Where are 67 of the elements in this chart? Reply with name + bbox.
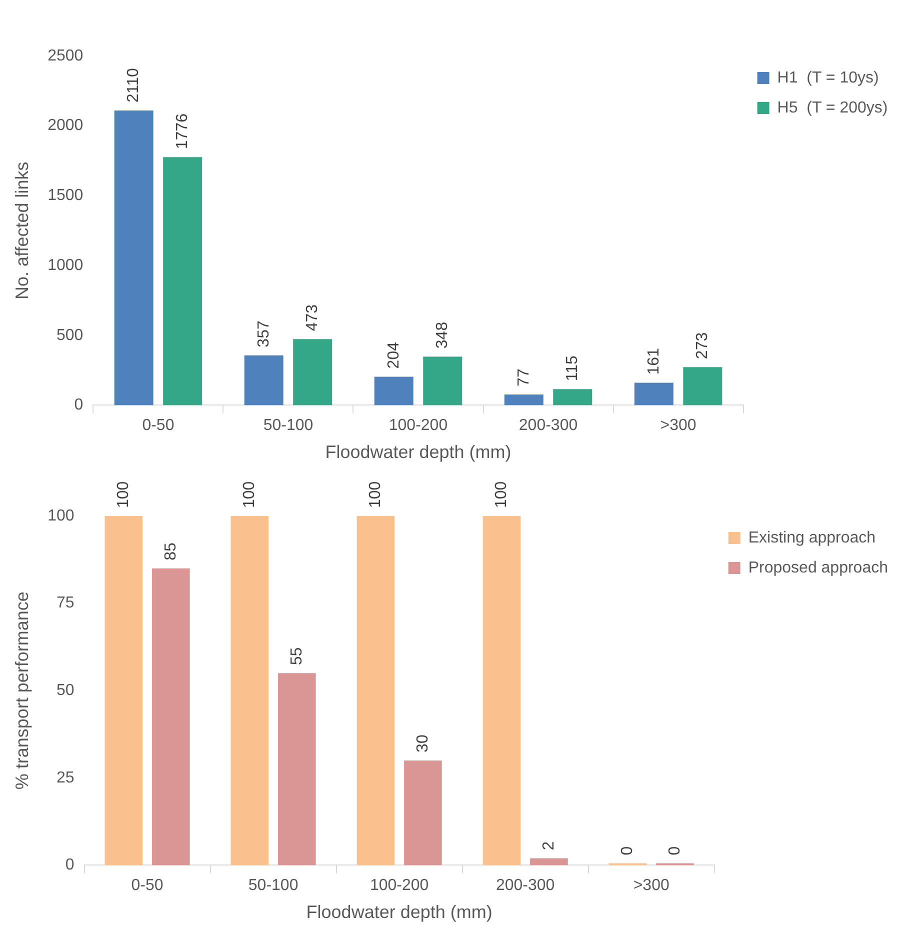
legend-label: H1 (T = 10ys) <box>777 69 879 86</box>
bar <box>683 367 722 406</box>
data-label: 2110 <box>125 68 142 102</box>
x-axis-title: Floodwater depth (mm) <box>325 442 512 462</box>
bar <box>114 110 154 406</box>
bar <box>404 760 442 866</box>
data-label: 348 <box>434 322 452 349</box>
bar <box>230 516 269 866</box>
data-label: 357 <box>255 320 272 348</box>
x-tick-label: 50-100 <box>248 877 298 894</box>
data-label: 100 <box>493 481 510 508</box>
y-axis-title: No. affected links <box>12 162 32 300</box>
x-tick-label: 200-300 <box>496 877 555 894</box>
bar <box>530 858 568 866</box>
data-label: 1776 <box>174 113 191 150</box>
x-axis-title: Floodwater depth (mm) <box>306 902 492 922</box>
bar <box>152 568 190 866</box>
bar <box>634 382 674 406</box>
y-tick-label: 500 <box>56 326 84 344</box>
bar <box>423 356 462 406</box>
y-tick-label: 1000 <box>48 256 84 274</box>
x-tick-label: 0-50 <box>131 877 164 894</box>
y-tick-label: 50 <box>56 682 74 700</box>
bar <box>374 376 414 406</box>
bar <box>553 389 592 406</box>
bar <box>278 673 316 866</box>
x-tick-label: >300 <box>633 877 670 894</box>
y-tick-label: 0 <box>74 396 84 414</box>
bar <box>293 339 332 406</box>
data-label: 77 <box>515 368 532 386</box>
x-tick-label: 100-200 <box>370 877 429 894</box>
y-tick-label: 0 <box>65 856 74 874</box>
bar <box>244 355 284 406</box>
data-label: 100 <box>241 481 258 508</box>
data-label: 0 <box>666 846 684 856</box>
y-tick-label: 1500 <box>48 187 84 204</box>
data-label: 85 <box>162 542 180 560</box>
data-label: 161 <box>645 348 662 375</box>
y-tick-label: 2500 <box>48 47 84 64</box>
data-label: 115 <box>564 356 582 382</box>
y-tick-label: 100 <box>48 507 74 524</box>
x-tick-label: 0-50 <box>142 417 174 434</box>
data-label: 273 <box>694 332 712 360</box>
bar <box>104 516 143 866</box>
data-label: 473 <box>304 304 322 332</box>
data-label: 2 <box>540 841 558 850</box>
data-label: 204 <box>385 342 402 369</box>
data-label: 100 <box>367 481 384 508</box>
bar <box>504 394 544 406</box>
data-label: 55 <box>288 647 306 666</box>
bar <box>356 516 395 866</box>
bar <box>482 516 521 866</box>
x-tick-label: 100-200 <box>388 417 448 434</box>
bar <box>163 157 202 406</box>
legend-label: Existing approach <box>748 529 876 546</box>
x-tick-label: 50-100 <box>263 417 314 434</box>
x-tick-label: 200-300 <box>518 417 578 434</box>
x-tick-label: >300 <box>660 417 696 434</box>
y-tick-label: 25 <box>56 769 74 786</box>
legend-label: H5 (T = 200ys) <box>777 99 888 116</box>
data-label: 0 <box>619 846 636 856</box>
legend-label: Proposed approach <box>748 559 888 576</box>
y-tick-label: 2000 <box>48 117 84 134</box>
y-tick-label: 75 <box>56 594 74 612</box>
data-label: 100 <box>115 481 132 508</box>
y-axis-title: % transport performance <box>12 592 32 790</box>
data-label: 30 <box>414 734 432 752</box>
